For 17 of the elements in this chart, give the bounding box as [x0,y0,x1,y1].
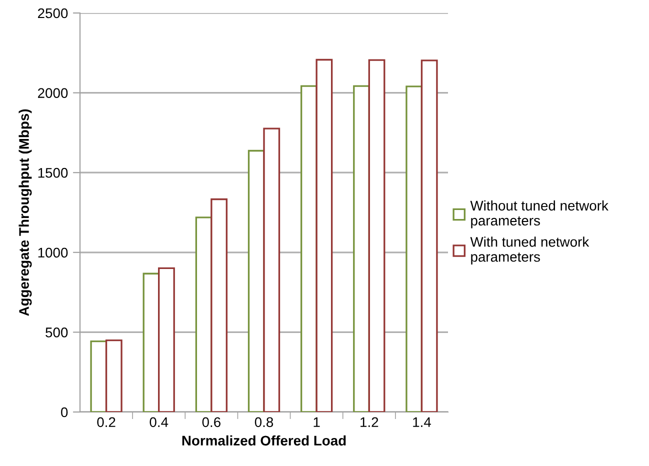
legend-label: With tuned network parameters [470,236,590,265]
y-tick-label: 2500 [38,8,68,18]
y-tick-label: 1000 [38,248,68,258]
x-tick-label: 0.8 [254,417,274,428]
x-axis-title: Normalized Offered Load [182,435,346,446]
legend-label: Without tuned network parameters [470,200,608,228]
y-tick-label: 500 [46,328,68,338]
x-tick-label: 0.6 [202,417,220,428]
x-tick-label: 1 [314,417,320,427]
y-tick-label: 1500 [38,168,68,178]
x-tick-label: 1.2 [360,417,378,427]
y-tick-label: 0 [61,407,68,418]
x-tick-label: 0.2 [97,417,116,428]
x-tick-label: 0.4 [150,417,168,428]
y-tick-label: 2000 [38,88,68,98]
y-axis-title: Aggeregate Throughput (Mbps) [18,109,32,316]
x-tick-label: 1.4 [413,417,431,427]
